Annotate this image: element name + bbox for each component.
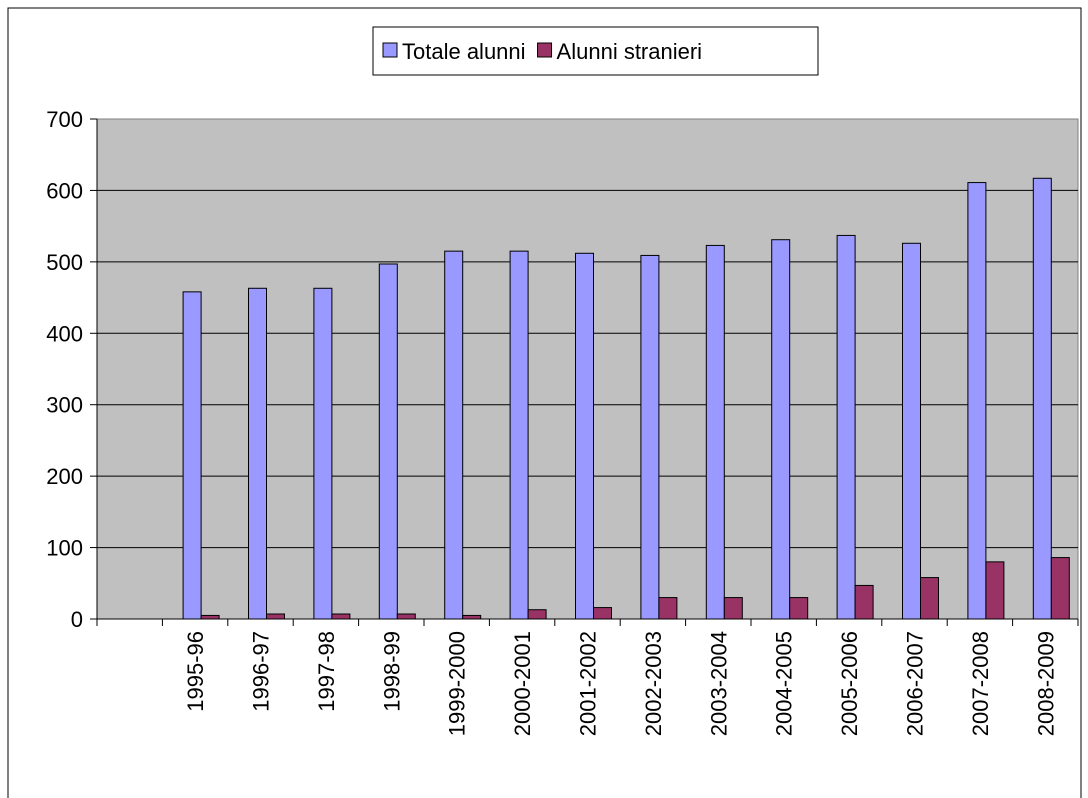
bar: [902, 242, 921, 620]
legend-swatch: [537, 42, 553, 58]
bar: [331, 613, 351, 620]
x-tick-label: 2003-2004: [706, 631, 731, 736]
x-tick-label: 1996-97: [249, 631, 274, 712]
x-tick-label: 2005-2006: [837, 631, 862, 736]
bar: [182, 291, 202, 620]
bar: [378, 263, 398, 620]
bar: [396, 613, 416, 620]
bar: [200, 614, 220, 620]
y-tick-label: 500: [46, 250, 83, 275]
legend-swatch: [382, 42, 398, 58]
x-tick-label: 1999-2000: [445, 631, 470, 736]
bar: [658, 597, 678, 620]
x-tick-label: 1998-99: [379, 631, 404, 712]
x-tick-label: 2000-2001: [510, 631, 535, 736]
y-tick-label: 600: [46, 178, 83, 203]
bar: [248, 287, 267, 620]
bar: [640, 254, 660, 620]
bar: [1032, 177, 1052, 620]
x-tick-label: 2007-2008: [968, 631, 993, 736]
x-tick-label: 2006-2007: [903, 631, 928, 736]
y-tick-label: 200: [46, 464, 83, 489]
bar: [920, 577, 939, 620]
y-tick-label: 400: [46, 321, 83, 346]
x-tick-label: 1995-96: [183, 631, 208, 712]
bar: [575, 252, 594, 620]
x-tick-label: 2004-2005: [772, 631, 797, 736]
bar: [527, 609, 547, 620]
bar: [1050, 557, 1070, 620]
x-tick-label: 2008-2009: [1033, 631, 1058, 736]
bar: [593, 607, 612, 620]
y-tick-label: 300: [46, 393, 83, 418]
bar: [967, 182, 987, 620]
bar: [771, 239, 791, 620]
x-tick-label: 2002-2003: [641, 631, 666, 736]
bar: [509, 250, 529, 620]
bar: [854, 584, 874, 620]
bar: [723, 597, 743, 620]
y-tick-label: 0: [71, 607, 83, 632]
bar: [836, 234, 856, 620]
legend-box: [372, 26, 819, 76]
bar: [313, 287, 333, 620]
y-tick-label: 700: [46, 107, 83, 132]
bar: [789, 597, 809, 620]
x-tick-label: 1997-98: [314, 631, 339, 712]
bar: [705, 244, 725, 620]
x-tick-label: 2001-2002: [576, 631, 601, 736]
bar: [985, 561, 1005, 620]
legend-label: Totale alunni: [402, 39, 526, 64]
bar: [462, 614, 482, 620]
legend: Totale alunni Alunni stranieri: [382, 39, 703, 64]
legend-label: Alunni stranieri: [557, 39, 703, 64]
bar: [444, 250, 464, 620]
bar: [266, 613, 285, 620]
y-tick-label: 100: [46, 536, 83, 561]
